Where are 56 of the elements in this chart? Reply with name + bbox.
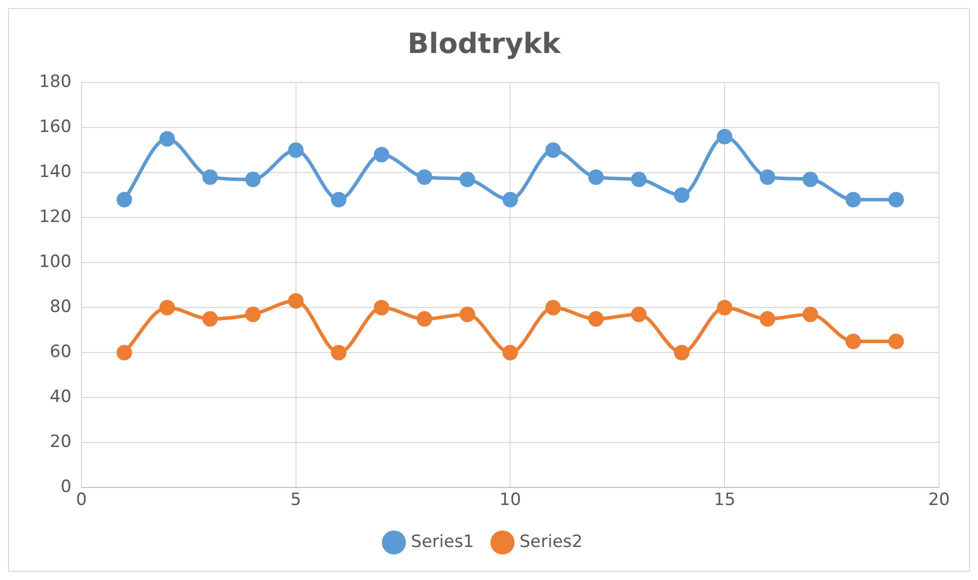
point: [116, 344, 132, 360]
y-tick-label: 40: [50, 387, 72, 408]
point: [330, 192, 346, 208]
point: [460, 172, 476, 188]
point: [245, 306, 261, 322]
point: [116, 192, 132, 208]
legend-label: Series2: [520, 532, 583, 552]
point: [631, 172, 647, 188]
point: [202, 169, 218, 185]
point: [716, 128, 732, 144]
y-tick-label: 60: [50, 342, 72, 362]
point: [674, 344, 690, 360]
x-tick-label: 15: [714, 490, 736, 510]
point: [288, 142, 304, 158]
point: [888, 334, 904, 350]
y-tick-label: 140: [38, 162, 72, 182]
point: [502, 344, 518, 360]
chart-title: Blodtrykk: [408, 27, 562, 60]
point: [802, 172, 818, 188]
point: [374, 146, 390, 162]
point: [631, 306, 647, 322]
point: [674, 187, 690, 203]
point: [588, 311, 604, 327]
x-tick-label: 5: [290, 490, 302, 510]
y-tick-label: 180: [38, 72, 72, 92]
x-tick-label: 10: [499, 490, 522, 510]
point: [502, 192, 518, 208]
point: [460, 306, 476, 322]
y-tick-label: 0: [60, 477, 72, 498]
point: [760, 311, 776, 327]
point: [760, 169, 776, 185]
x-tick-label: 20: [928, 490, 950, 510]
point: [802, 306, 818, 322]
point: [374, 300, 390, 316]
point: [416, 311, 432, 327]
y-tick-label: 100: [38, 252, 72, 272]
point: [245, 172, 261, 188]
y-tick-label: 160: [38, 117, 72, 138]
point: [545, 142, 561, 158]
point: [159, 131, 175, 147]
point: [288, 293, 304, 309]
point: [845, 192, 861, 208]
point: [202, 311, 218, 327]
point: [159, 300, 175, 316]
y-tick-label: 80: [50, 297, 72, 318]
point: [330, 344, 346, 360]
x-tick-label: 0: [76, 490, 87, 510]
point: [416, 169, 432, 185]
y-tick-label: 20: [50, 432, 72, 452]
point: [716, 300, 732, 316]
point: [588, 169, 604, 185]
y-tick-label: 120: [38, 207, 72, 228]
point: [545, 300, 561, 316]
point: [845, 334, 861, 350]
point: [888, 192, 904, 208]
legend-label: Series1: [410, 532, 474, 552]
